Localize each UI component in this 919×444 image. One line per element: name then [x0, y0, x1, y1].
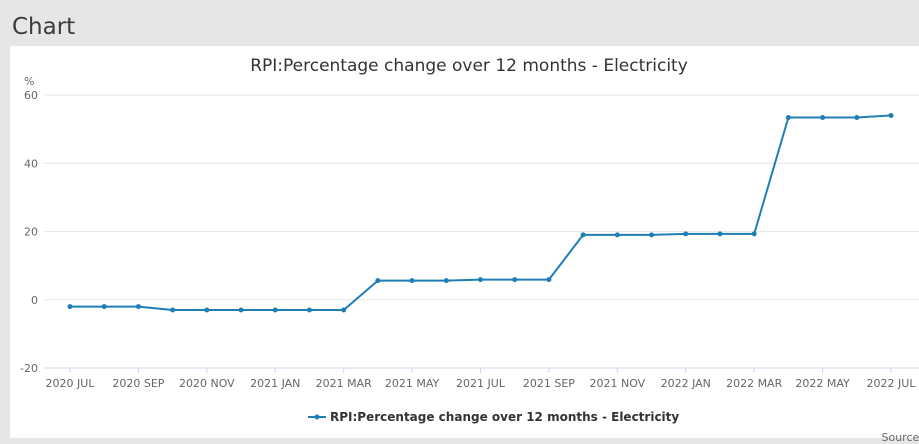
chart-title: RPI:Percentage change over 12 months - E…	[250, 56, 688, 76]
x-tick-label: 2021 MAY	[385, 377, 440, 390]
data-point[interactable]	[444, 278, 449, 283]
x-tick-label: 2021 NOV	[589, 377, 645, 390]
x-tick-label: 2021 SEP	[523, 377, 575, 390]
line-chart: RPI:Percentage change over 12 months - E…	[10, 46, 919, 438]
data-point[interactable]	[136, 304, 141, 309]
data-point[interactable]	[854, 115, 859, 120]
data-point[interactable]	[102, 304, 107, 309]
data-point[interactable]	[410, 278, 415, 283]
data-point[interactable]	[649, 232, 654, 237]
data-point[interactable]	[581, 232, 586, 237]
data-point[interactable]	[683, 231, 688, 236]
y-tick-label: 40	[24, 157, 38, 170]
x-tick-label: 2021 JAN	[250, 377, 300, 390]
section-heading: Chart	[12, 14, 75, 40]
y-tick-label: 60	[24, 89, 38, 102]
data-point[interactable]	[341, 307, 346, 312]
data-point[interactable]	[478, 277, 483, 282]
x-tick-label: 2022 MAR	[726, 377, 783, 390]
data-point[interactable]	[68, 304, 73, 309]
x-tick-label: 2020 NOV	[179, 377, 235, 390]
data-point[interactable]	[889, 113, 894, 118]
x-tick-label: 2022 MAY	[795, 377, 850, 390]
series-group[interactable]	[68, 113, 894, 313]
legend-item-label[interactable]: RPI:Percentage change over 12 months - E…	[330, 410, 679, 424]
data-point[interactable]	[717, 231, 722, 236]
x-tick-label: 2021 MAR	[316, 377, 373, 390]
data-point[interactable]	[375, 278, 380, 283]
data-point[interactable]	[204, 307, 209, 312]
legend-marker-symbol	[315, 415, 320, 420]
data-point[interactable]	[820, 115, 825, 120]
data-point[interactable]	[512, 277, 517, 282]
x-tick-label: 2020 SEP	[112, 377, 164, 390]
data-point[interactable]	[239, 307, 244, 312]
y-tick-label: 0	[31, 294, 38, 307]
data-point[interactable]	[546, 277, 551, 282]
y-axis-ticks: -20 0 20 40 60	[20, 89, 38, 375]
grid-lines	[44, 95, 919, 368]
data-point[interactable]	[273, 307, 278, 312]
chart-panel: RPI:Percentage change over 12 months - E…	[10, 46, 919, 438]
data-point[interactable]	[615, 232, 620, 237]
x-tick-label: 2021 JUL	[456, 377, 506, 390]
y-axis-unit-label: %	[24, 75, 34, 88]
data-point[interactable]	[786, 115, 791, 120]
x-tick-label: 2022 JUL	[867, 377, 917, 390]
legend[interactable]: RPI:Percentage change over 12 months - E…	[308, 410, 679, 424]
data-point[interactable]	[307, 307, 312, 312]
y-tick-label: 20	[24, 226, 38, 239]
x-tick-label: 2022 JAN	[661, 377, 711, 390]
x-tick-label: 2020 JUL	[46, 377, 96, 390]
data-point[interactable]	[752, 231, 757, 236]
data-point[interactable]	[170, 307, 175, 312]
x-axis-ticks: 2020 JUL 2020 SEP 2020 NOV 2021 JAN 2021 MAR…	[46, 368, 917, 390]
y-tick-label: -20	[20, 362, 38, 375]
